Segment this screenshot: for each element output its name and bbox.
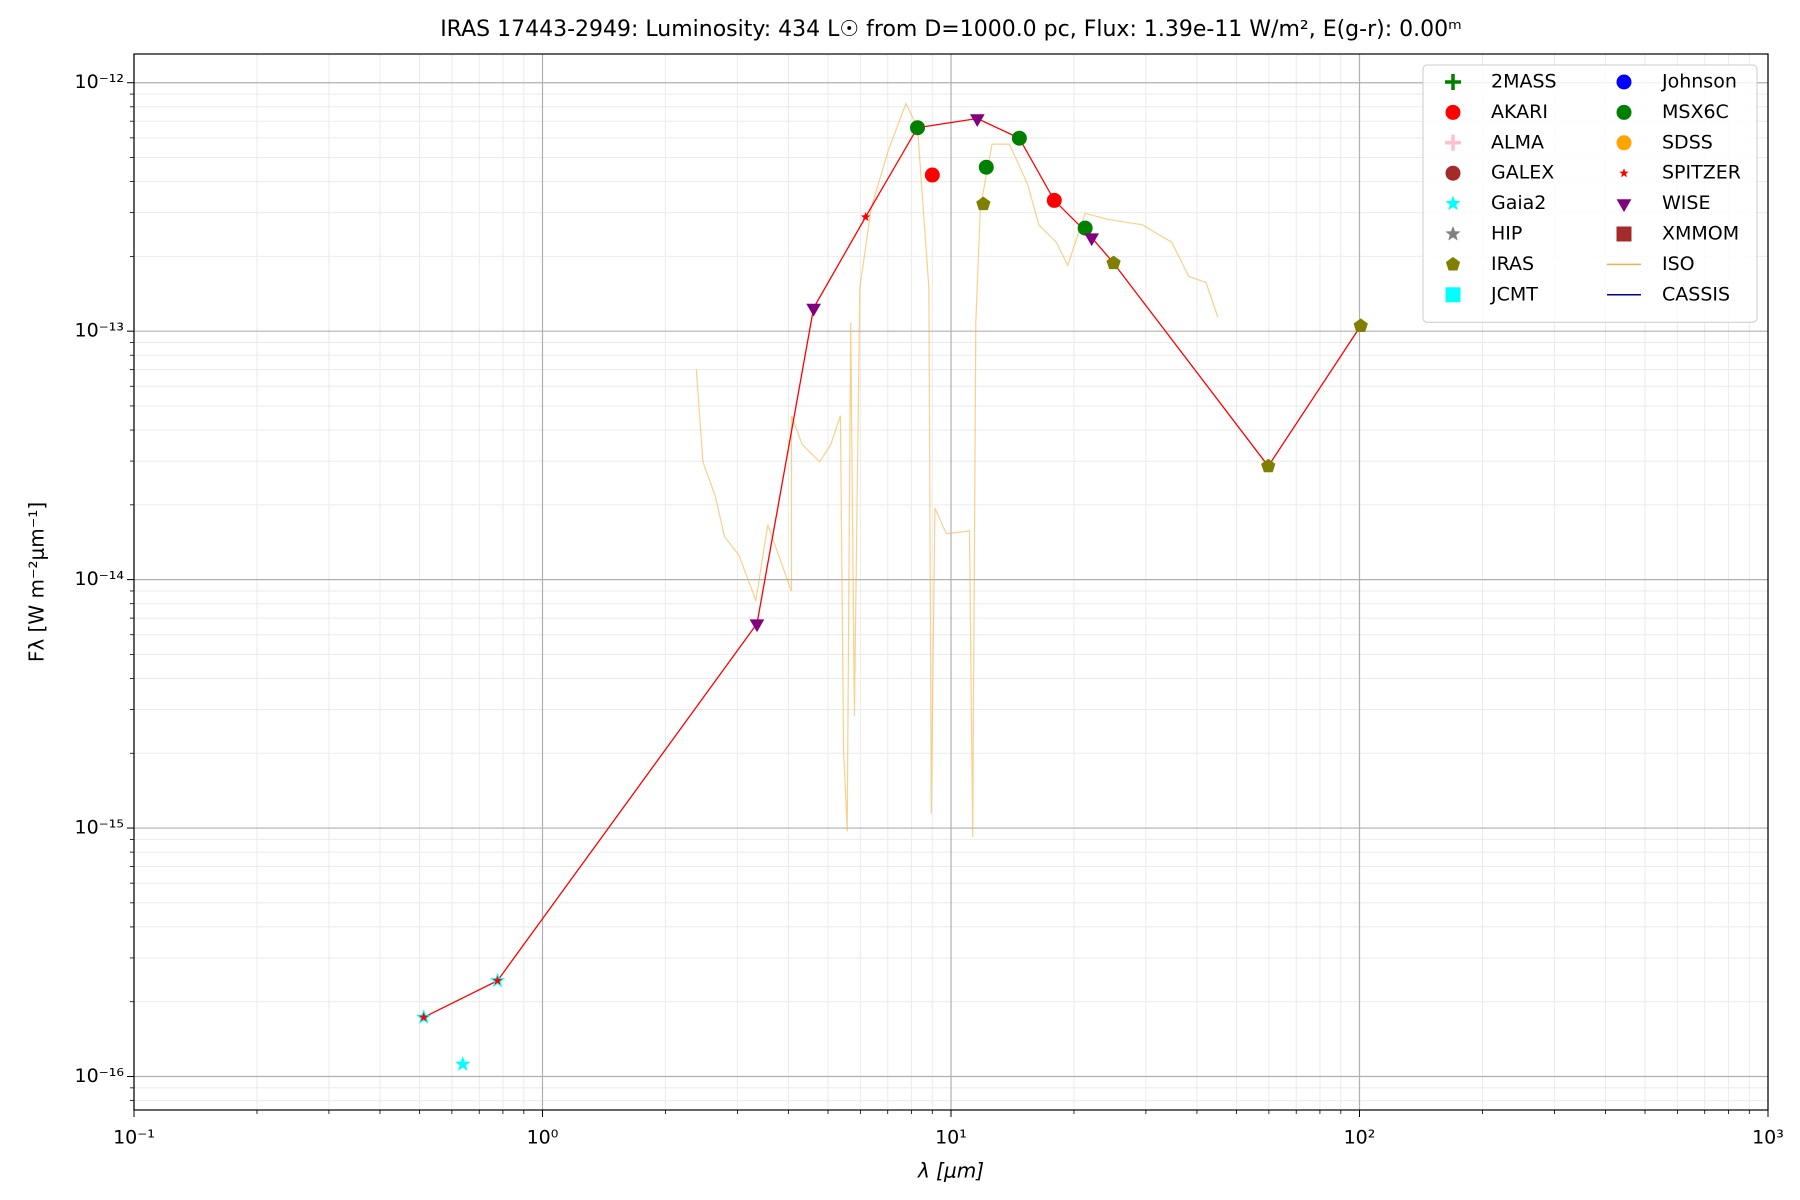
y-tick-label: 10⁻¹⁴ bbox=[75, 568, 125, 590]
point bbox=[860, 212, 871, 222]
legend-marker bbox=[1445, 287, 1461, 303]
legend-label: ISO bbox=[1662, 253, 1695, 275]
y-tick-label: 10⁻¹⁵ bbox=[75, 817, 124, 839]
point bbox=[924, 167, 940, 183]
point bbox=[1261, 458, 1276, 473]
legend-box bbox=[1422, 64, 1758, 323]
legend-marker bbox=[1445, 256, 1461, 271]
legend: 2MASS AKARI ALMA GALEX Gaia2 HIP IRAS JCMT Johns… bbox=[1422, 64, 1758, 323]
legend-marker bbox=[1445, 226, 1461, 241]
legend-marker bbox=[1619, 168, 1629, 178]
legend-marker bbox=[1445, 165, 1461, 181]
legend-label: CASSIS bbox=[1662, 283, 1730, 305]
plot-area bbox=[416, 101, 1368, 1071]
y-tick-label: 10⁻¹² bbox=[75, 71, 124, 93]
plot-frame bbox=[133, 53, 1769, 1111]
point bbox=[1077, 220, 1093, 236]
point bbox=[976, 196, 991, 211]
legend-marker bbox=[1445, 74, 1461, 90]
legend-marker bbox=[1616, 199, 1632, 213]
legend-label: SDSS bbox=[1662, 131, 1713, 153]
point bbox=[978, 159, 994, 175]
x-tick-label: 10¹ bbox=[935, 1127, 967, 1149]
legend-marker bbox=[1445, 134, 1461, 151]
legend-label: ALMA bbox=[1491, 131, 1544, 153]
legend-label: MSX6C bbox=[1662, 101, 1729, 123]
legend-label: SPITZER bbox=[1662, 162, 1741, 184]
point bbox=[455, 1056, 471, 1071]
legend-label: HIP bbox=[1491, 223, 1522, 245]
y-axis-label: Fλ [W m⁻²μm⁻¹] bbox=[25, 502, 49, 662]
point bbox=[1046, 192, 1062, 208]
y-tick-label: 10⁻¹⁶ bbox=[75, 1065, 124, 1087]
point bbox=[1106, 255, 1121, 270]
legend-label: AKARI bbox=[1491, 101, 1548, 123]
legend-marker bbox=[1616, 74, 1632, 90]
point bbox=[1084, 233, 1099, 247]
point bbox=[970, 114, 985, 127]
legend-marker bbox=[1616, 135, 1632, 151]
legend-label: IRAS bbox=[1491, 253, 1534, 275]
legend-marker bbox=[1616, 226, 1632, 242]
point bbox=[419, 1012, 429, 1022]
x-axis-label: λ [μm] bbox=[917, 1159, 984, 1183]
point bbox=[1011, 130, 1027, 146]
legend-marker bbox=[1445, 195, 1461, 211]
x-tick-label: 10⁻¹ bbox=[113, 1127, 155, 1149]
legend-label: 2MASS bbox=[1491, 71, 1557, 93]
x-tick-label: 10⁰ bbox=[527, 1127, 559, 1149]
point bbox=[492, 975, 503, 985]
x-tick-label: 10² bbox=[1344, 1127, 1376, 1149]
legend-label: Gaia2 bbox=[1491, 192, 1546, 214]
legend-label: Johnson bbox=[1661, 71, 1737, 93]
chart-title: IRAS 17443-2949: Luminosity: 434 L☉ from… bbox=[440, 17, 1462, 42]
legend-label: GALEX bbox=[1491, 162, 1554, 184]
point bbox=[1353, 318, 1368, 332]
y-tick-label: 10⁻¹³ bbox=[75, 320, 124, 342]
legend-label: JCMT bbox=[1490, 283, 1538, 305]
legend-label: WISE bbox=[1662, 192, 1710, 214]
x-tick-label: 10³ bbox=[1752, 1127, 1784, 1149]
legend-marker bbox=[1445, 104, 1461, 120]
point bbox=[749, 619, 765, 633]
legend-marker bbox=[1616, 104, 1632, 120]
point bbox=[910, 120, 926, 136]
legend-label: XMMOM bbox=[1662, 223, 1739, 245]
point bbox=[806, 303, 821, 317]
